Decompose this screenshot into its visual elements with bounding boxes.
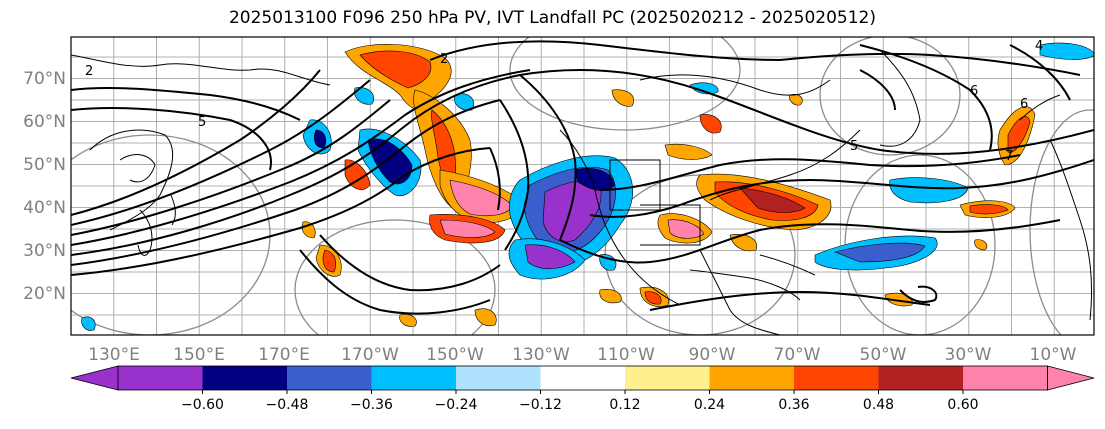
- colorbar-label: −0.24: [435, 397, 478, 413]
- colorbar-swatch: [202, 366, 288, 390]
- lon-label: 110°W: [597, 345, 655, 365]
- coastlines: [71, 49, 1093, 335]
- colorbar-label: −0.36: [350, 397, 393, 413]
- colorbar-swatch: [118, 366, 203, 390]
- contour-label: 2: [440, 52, 448, 67]
- contour-label: 5: [850, 139, 858, 154]
- colorbar-label: 0.60: [947, 397, 978, 413]
- contour-label: 5: [198, 115, 206, 130]
- map-title: 2025013100 F096 250 hPa PV, IVT Landfall…: [228, 8, 876, 28]
- longitude-labels: 130°E 150°E 170°E 170°W 150°W 130°W 110°…: [88, 345, 1077, 365]
- colorbar-label: 0.36: [778, 397, 809, 413]
- contour-label: 2: [85, 64, 93, 79]
- shaded-anomalies: [81, 42, 1094, 331]
- contour-label: 4: [1035, 39, 1043, 54]
- colorbar-swatch: [287, 366, 372, 390]
- map-frame: [70, 36, 1095, 336]
- colorbar-swatch: [625, 366, 710, 390]
- lon-label: 170°W: [341, 345, 399, 365]
- lon-label: 10°W: [1030, 345, 1077, 365]
- contour-lines: [71, 40, 1094, 315]
- lon-label: 30°W: [945, 345, 992, 365]
- colorbar-label: 0.24: [694, 397, 725, 413]
- lon-label: 150°E: [173, 345, 225, 365]
- colorbar-swatch: [794, 366, 879, 390]
- colorbar-label: −0.48: [266, 397, 309, 413]
- colorbar-label: −0.12: [519, 397, 562, 413]
- colorbar-label: 0.12: [609, 397, 640, 413]
- lat-label: 50°N: [23, 155, 66, 175]
- contour-label: 6: [1020, 97, 1028, 112]
- colorbar-label: 0.48: [863, 397, 894, 413]
- lon-label: 130°E: [88, 345, 140, 365]
- colorbar-swatch: [540, 366, 626, 390]
- colorbar-swatch: [709, 366, 795, 390]
- colorbar: −0.60 −0.48 −0.36 −0.24 −0.12 0.12 0.24 0.36 0.4…: [70, 365, 1095, 413]
- contour-label: 7: [1005, 149, 1013, 164]
- lat-label: 30°N: [23, 241, 66, 261]
- lat-label: 40°N: [23, 198, 66, 218]
- colorbar-extend-min: [70, 365, 119, 391]
- lon-label: 130°W: [512, 345, 570, 365]
- colorbar-swatch: [878, 366, 964, 390]
- colorbar-extend-max: [1047, 365, 1095, 391]
- lat-label: 70°N: [23, 69, 66, 89]
- colorbar-outline: [117, 365, 1048, 391]
- lon-label: 90°W: [689, 345, 736, 365]
- contour-label: 6: [970, 84, 978, 99]
- latitude-labels: 70°N 60°N 50°N 40°N 30°N 20°N: [23, 69, 66, 304]
- lon-label: 50°W: [860, 345, 907, 365]
- colorbar-swatch: [963, 366, 1048, 390]
- colorbar-label: −0.60: [181, 397, 224, 413]
- lat-label: 60°N: [23, 112, 66, 132]
- lon-label: 170°E: [258, 345, 310, 365]
- colorbar-swatch: [371, 366, 457, 390]
- lon-label: 70°W: [774, 345, 821, 365]
- lat-label: 20°N: [23, 284, 66, 304]
- gray-circles: [71, 37, 1094, 335]
- contour-labels: 2 2 5 5 6 7 4 6: [85, 39, 1043, 164]
- lon-label: 150°W: [426, 345, 484, 365]
- colorbar-swatch: [456, 366, 541, 390]
